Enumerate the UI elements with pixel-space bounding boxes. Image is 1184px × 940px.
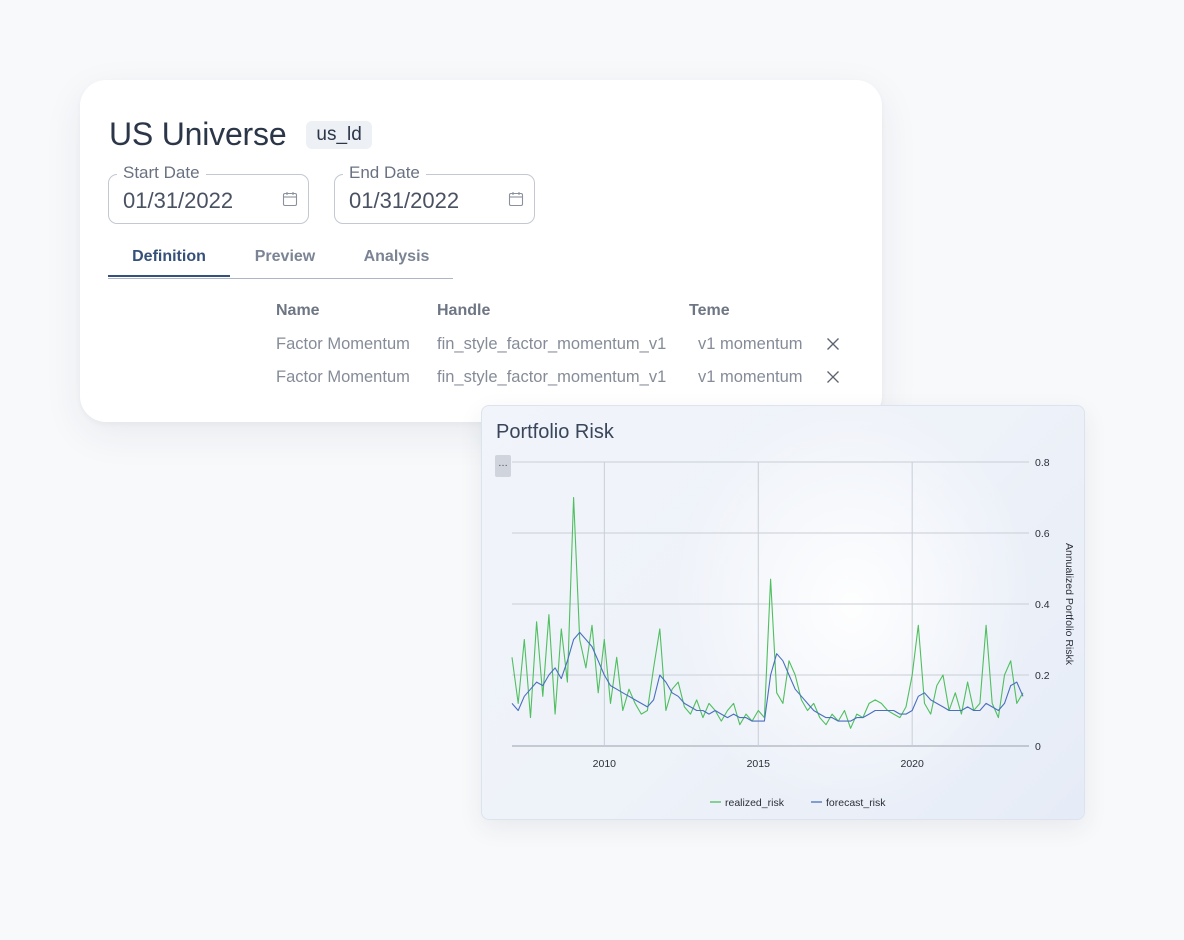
- x-tick-label: 2015: [747, 758, 771, 770]
- close-icon[interactable]: [826, 337, 840, 351]
- y-tick-label: 0.6: [1035, 528, 1050, 540]
- start-date-value[interactable]: 01/31/2022: [123, 188, 234, 213]
- close-icon[interactable]: [826, 370, 840, 384]
- table-row: Factor Momentum fin_style_factor_momentu…: [276, 368, 856, 392]
- x-tick-label: 2020: [901, 758, 925, 770]
- tab-analysis[interactable]: Analysis: [363, 248, 430, 265]
- start-date-label: Start Date: [117, 163, 206, 183]
- start-date-field[interactable]: Start Date 01/31/2022: [108, 163, 309, 224]
- legend-label: forecast_risk: [826, 797, 886, 809]
- series-line-realized-risk: [511, 496, 1024, 729]
- universe-handle-badge: us_ld: [306, 120, 372, 149]
- y-tick-label: 0.2: [1035, 670, 1050, 682]
- end-date-label: End Date: [343, 163, 426, 183]
- portfolio-risk-chart: 0 0.2 0.4 0.6 0.8 2010 2015 2020 Annualized Port…: [511, 457, 1075, 809]
- end-date-field[interactable]: End Date 01/31/2022: [334, 163, 535, 224]
- tab-preview[interactable]: Preview: [254, 248, 316, 265]
- universe-card: US Universe us_ld Start Date 01/31/2022 …: [80, 80, 882, 422]
- y-tick-label: 0.4: [1035, 599, 1050, 611]
- factor-teme: v1 momentum: [698, 368, 803, 386]
- chart-title: Portfolio Risk: [496, 421, 614, 443]
- y-tick-label: 0: [1035, 741, 1041, 753]
- y-axis-label: Annualized Portfolio Riskk: [1063, 543, 1075, 666]
- page-title: US Universe: [109, 116, 287, 152]
- factor-handle: fin_style_factor_momentum_v1: [437, 368, 667, 386]
- end-date-value[interactable]: 01/31/2022: [349, 188, 460, 213]
- x-tick-label: 2010: [593, 758, 617, 770]
- factor-name: Factor Momentum: [276, 368, 410, 386]
- column-header-handle: Handle: [437, 302, 491, 319]
- factor-table-header: Name Handle Teme: [276, 302, 856, 326]
- legend-label: realized_risk: [725, 797, 785, 809]
- factor-name: Factor Momentum: [276, 335, 410, 353]
- column-header-teme: Teme: [689, 302, 730, 319]
- title-row: US Universe us_ld: [109, 116, 372, 153]
- series-line-forecast-risk: [511, 631, 1024, 722]
- factor-handle: fin_style_factor_momentum_v1: [437, 335, 667, 353]
- more-icon[interactable]: …: [495, 455, 511, 477]
- portfolio-risk-panel: 0 0.2 0.4 0.6 0.8 2010 2015 2020 Annualized Port…: [481, 405, 1085, 820]
- column-header-name: Name: [276, 302, 320, 319]
- tab-bar: Definition Preview Analysis: [108, 246, 453, 279]
- factor-teme: v1 momentum: [698, 335, 803, 353]
- table-row: Factor Momentum fin_style_factor_momentu…: [276, 335, 856, 359]
- calendar-icon[interactable]: [282, 191, 298, 207]
- tab-definition[interactable]: Definition: [108, 246, 230, 277]
- calendar-icon[interactable]: [508, 191, 524, 207]
- y-tick-label: 0.8: [1035, 457, 1050, 469]
